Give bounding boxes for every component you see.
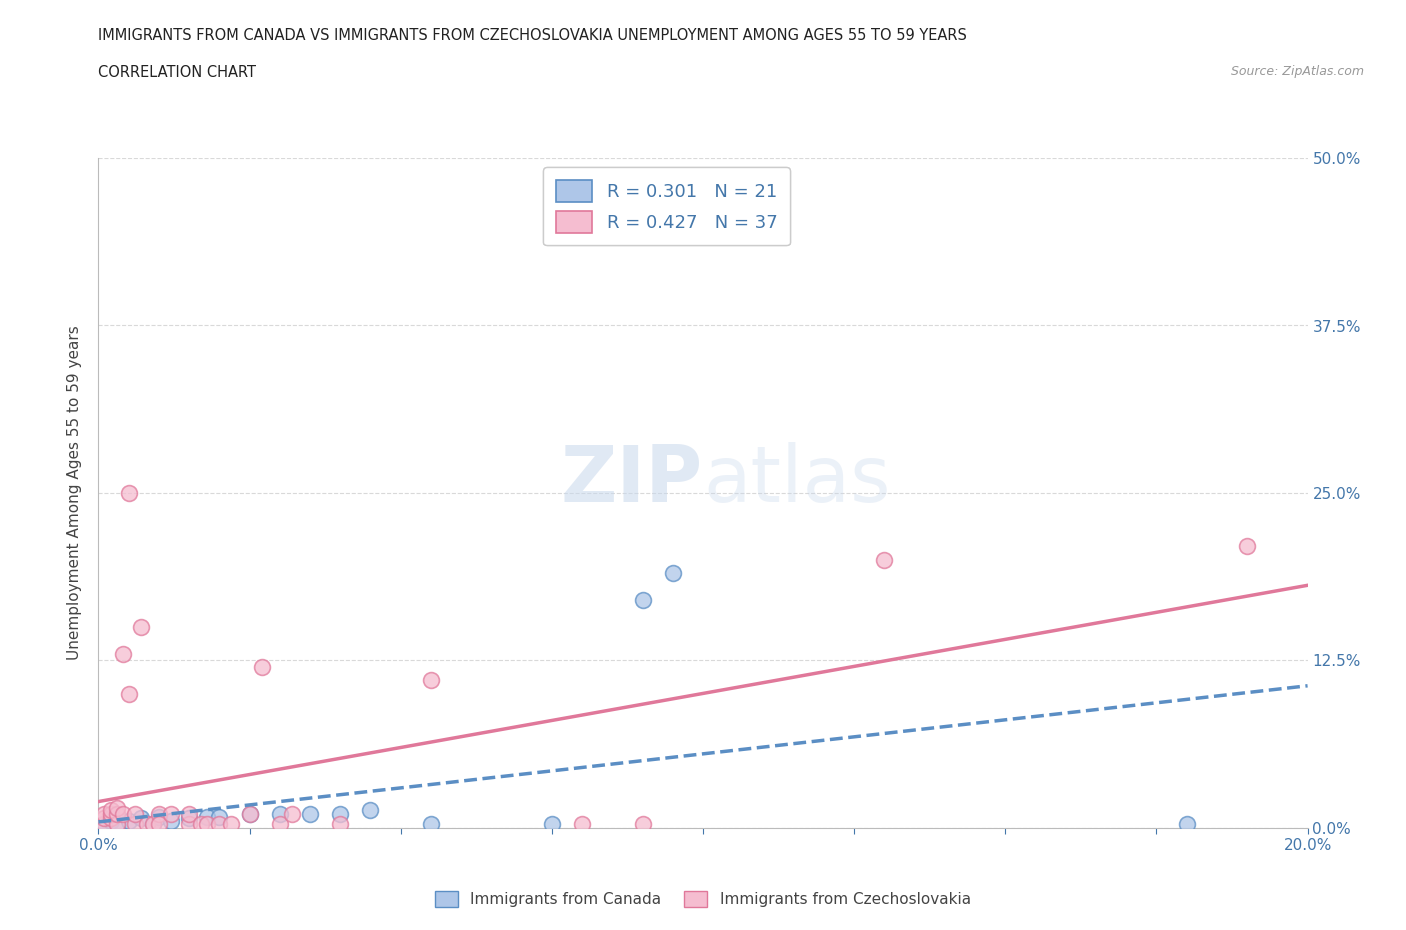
Point: [662, 565, 685, 580]
Point: [208, 817, 231, 831]
Point: [93, 817, 115, 831]
Point: [93, 817, 115, 831]
Point: [571, 817, 593, 831]
Point: [118, 686, 141, 701]
Point: [160, 807, 183, 822]
Point: [105, 817, 128, 831]
Point: [179, 811, 201, 826]
Point: [111, 807, 134, 822]
Point: [160, 814, 183, 829]
Point: [329, 807, 352, 822]
Text: Source: ZipAtlas.com: Source: ZipAtlas.com: [1230, 65, 1364, 78]
Point: [118, 485, 141, 500]
Point: [93, 811, 115, 826]
Point: [100, 811, 122, 826]
Point: [124, 807, 146, 822]
Point: [631, 817, 654, 831]
Point: [221, 817, 243, 831]
Point: [124, 817, 146, 831]
Point: [148, 817, 170, 831]
Point: [142, 817, 165, 831]
Point: [148, 809, 170, 824]
Point: [329, 817, 352, 831]
Point: [360, 803, 382, 817]
Point: [208, 809, 231, 824]
Point: [105, 800, 128, 815]
Point: [111, 646, 134, 661]
Point: [239, 807, 262, 822]
Point: [420, 817, 443, 831]
Point: [100, 803, 122, 817]
Point: [93, 807, 115, 822]
Point: [129, 811, 152, 826]
Point: [179, 817, 201, 831]
Point: [269, 817, 291, 831]
Text: IMMIGRANTS FROM CANADA VS IMMIGRANTS FROM CZECHOSLOVAKIA UNEMPLOYMENT AMONG AGES: IMMIGRANTS FROM CANADA VS IMMIGRANTS FRO…: [98, 28, 967, 43]
Point: [100, 814, 122, 829]
Text: CORRELATION CHART: CORRELATION CHART: [98, 65, 256, 80]
Point: [105, 817, 128, 832]
Point: [135, 817, 157, 831]
Point: [420, 673, 443, 688]
Point: [129, 619, 152, 634]
Point: [118, 814, 141, 829]
Text: atlas: atlas: [703, 442, 890, 517]
Y-axis label: Unemployment Among Ages 55 to 59 years: Unemployment Among Ages 55 to 59 years: [67, 326, 83, 660]
Legend: Immigrants from Canada, Immigrants from Czechoslovakia: Immigrants from Canada, Immigrants from …: [429, 884, 977, 913]
Point: [1175, 817, 1198, 831]
Point: [631, 592, 654, 607]
Point: [873, 552, 896, 567]
Point: [250, 659, 273, 674]
Point: [190, 817, 212, 831]
Point: [100, 807, 122, 822]
Point: [269, 807, 291, 822]
Point: [1236, 539, 1258, 554]
Point: [195, 809, 218, 824]
Point: [239, 807, 262, 822]
Point: [540, 817, 562, 831]
Text: ZIP: ZIP: [561, 442, 703, 517]
Point: [105, 807, 128, 822]
Point: [142, 817, 165, 831]
Point: [148, 807, 170, 822]
Point: [281, 807, 304, 822]
Point: [195, 817, 218, 831]
Point: [299, 807, 322, 822]
Point: [179, 807, 201, 822]
Legend: R = 0.301   N = 21, R = 0.427   N = 37: R = 0.301 N = 21, R = 0.427 N = 37: [544, 167, 790, 246]
